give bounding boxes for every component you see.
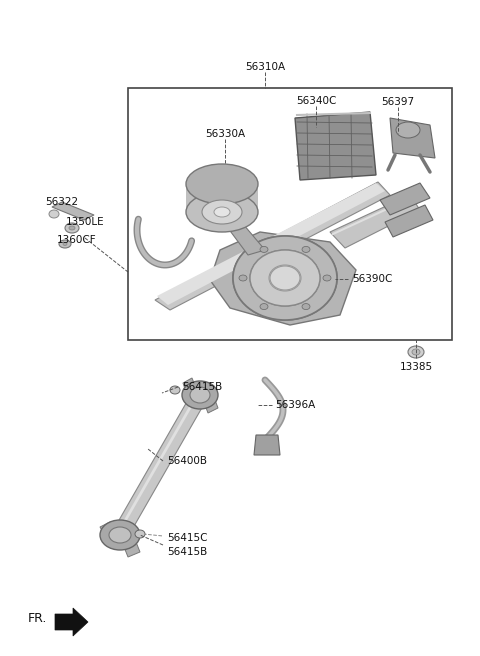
Ellipse shape	[269, 265, 301, 291]
Ellipse shape	[270, 266, 300, 290]
Text: 56415B: 56415B	[182, 382, 222, 392]
Polygon shape	[202, 392, 218, 413]
Text: FR.: FR.	[28, 611, 48, 625]
Ellipse shape	[239, 275, 247, 281]
Polygon shape	[122, 537, 140, 557]
Ellipse shape	[302, 304, 310, 310]
Text: 56396A: 56396A	[275, 400, 315, 410]
Ellipse shape	[260, 304, 268, 310]
Ellipse shape	[65, 223, 79, 233]
Polygon shape	[52, 202, 94, 220]
Polygon shape	[385, 205, 433, 237]
Ellipse shape	[302, 247, 310, 253]
Ellipse shape	[323, 275, 331, 281]
Polygon shape	[330, 195, 420, 248]
Ellipse shape	[59, 240, 71, 248]
Polygon shape	[183, 378, 198, 398]
Text: 56397: 56397	[382, 97, 415, 107]
Ellipse shape	[69, 226, 75, 230]
Ellipse shape	[182, 381, 218, 409]
Ellipse shape	[63, 243, 67, 245]
Text: 56415B: 56415B	[167, 547, 207, 557]
Ellipse shape	[233, 236, 337, 320]
Text: 56330A: 56330A	[205, 129, 245, 139]
Text: 56390C: 56390C	[352, 274, 392, 284]
Ellipse shape	[412, 349, 420, 355]
Ellipse shape	[408, 346, 424, 358]
Ellipse shape	[214, 207, 230, 217]
Ellipse shape	[250, 250, 320, 306]
Polygon shape	[380, 183, 430, 215]
Ellipse shape	[109, 527, 131, 543]
Polygon shape	[222, 218, 265, 255]
Text: 1350LE: 1350LE	[66, 217, 105, 227]
Ellipse shape	[135, 530, 145, 538]
Ellipse shape	[233, 236, 337, 320]
Text: 1360CF: 1360CF	[57, 235, 96, 245]
Ellipse shape	[186, 192, 258, 232]
Ellipse shape	[260, 247, 268, 253]
Ellipse shape	[250, 250, 320, 306]
Polygon shape	[295, 112, 376, 180]
Polygon shape	[390, 118, 435, 158]
Ellipse shape	[396, 122, 420, 138]
Polygon shape	[157, 183, 385, 305]
Ellipse shape	[170, 386, 180, 394]
Bar	[128, 88, 452, 340]
Polygon shape	[155, 182, 390, 310]
Ellipse shape	[190, 387, 210, 403]
Ellipse shape	[186, 164, 258, 204]
Polygon shape	[111, 391, 207, 542]
Text: 56340C: 56340C	[296, 96, 336, 106]
Text: 56400B: 56400B	[167, 456, 207, 466]
Ellipse shape	[202, 200, 242, 224]
Ellipse shape	[49, 210, 59, 218]
Bar	[186, 184, 258, 212]
Ellipse shape	[100, 520, 140, 550]
Text: 56415C: 56415C	[167, 533, 207, 543]
Polygon shape	[100, 522, 118, 541]
Polygon shape	[55, 608, 88, 636]
Polygon shape	[210, 232, 356, 325]
Polygon shape	[254, 435, 280, 455]
Text: 56310A: 56310A	[245, 62, 285, 72]
Text: 56322: 56322	[45, 197, 78, 207]
Text: 13385: 13385	[399, 362, 432, 372]
